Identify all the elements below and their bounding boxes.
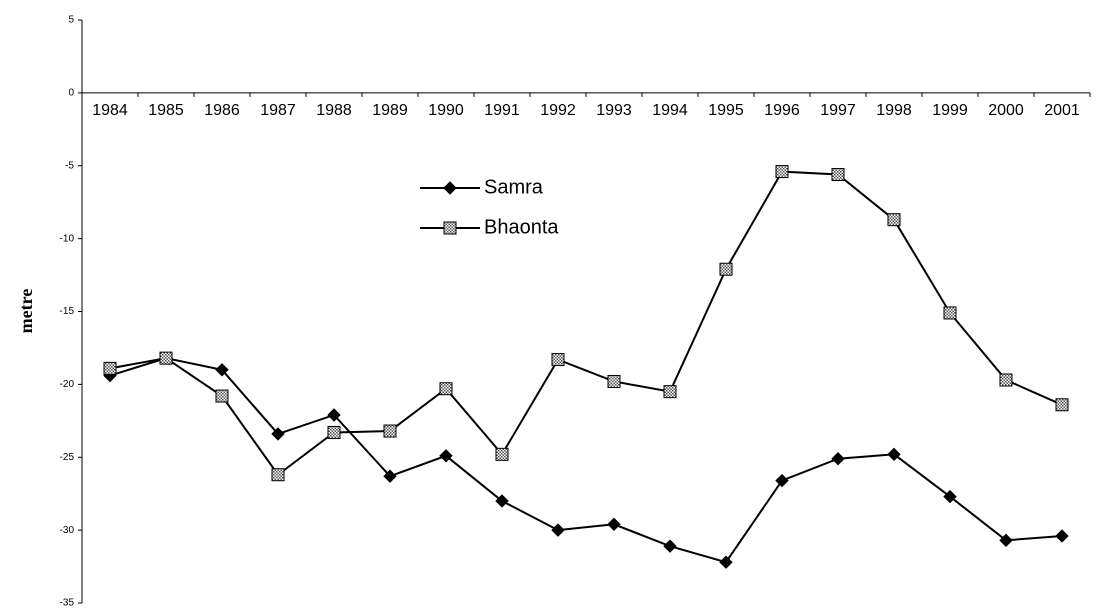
y-tick-label: -20 xyxy=(60,379,75,390)
x-tick-label: 1984 xyxy=(92,102,128,119)
point-marker xyxy=(831,167,845,181)
x-tick-label: 1990 xyxy=(428,102,464,119)
point-marker xyxy=(159,351,173,365)
point-marker xyxy=(887,447,901,462)
y-tick-label: -15 xyxy=(60,306,75,317)
y-tick-label: 5 xyxy=(68,15,74,26)
x-tick-label: 1994 xyxy=(652,102,688,119)
x-tick-label: 1992 xyxy=(540,102,576,119)
point-marker xyxy=(607,374,621,388)
point-marker xyxy=(327,408,341,422)
x-tick-label: 1988 xyxy=(316,102,352,119)
x-tick-label: 1997 xyxy=(820,102,856,119)
point-marker xyxy=(551,523,565,537)
point-marker xyxy=(943,306,957,320)
point-marker xyxy=(443,221,457,235)
x-tick-label: 2001 xyxy=(1044,102,1080,119)
point-marker xyxy=(495,447,509,461)
series-line xyxy=(109,170,1063,477)
point-marker xyxy=(327,425,341,439)
point-marker xyxy=(551,353,565,367)
legend-label: Samra xyxy=(484,176,544,198)
point-marker xyxy=(215,389,229,403)
y-tick-label: 0 xyxy=(68,88,74,99)
point-marker xyxy=(831,452,845,466)
x-tick-label: 1999 xyxy=(932,102,968,119)
x-tick-label: 1998 xyxy=(876,102,912,119)
y-tick-label: -10 xyxy=(60,233,75,244)
y-tick-label: -5 xyxy=(65,160,74,171)
point-marker xyxy=(495,494,509,508)
point-marker xyxy=(443,181,457,195)
point-marker xyxy=(383,424,397,438)
series-line xyxy=(109,357,1063,564)
x-tick-label: 1986 xyxy=(204,102,240,119)
point-marker xyxy=(887,213,901,227)
point-marker xyxy=(383,469,397,483)
point-marker xyxy=(1055,529,1069,543)
x-tick-label: 1995 xyxy=(708,102,744,119)
point-marker xyxy=(719,555,733,569)
point-marker xyxy=(775,165,789,179)
x-tick-label: 1996 xyxy=(764,102,800,119)
point-marker xyxy=(719,262,733,276)
point-marker xyxy=(271,427,285,441)
x-tick-label: 2000 xyxy=(988,102,1024,119)
legend-label: Bhaonta xyxy=(484,216,559,238)
x-tick-label: 1993 xyxy=(596,102,632,119)
y-tick-label: -30 xyxy=(60,525,75,536)
x-tick-label: 1989 xyxy=(372,102,408,119)
y-tick-label: -35 xyxy=(60,598,75,609)
point-marker xyxy=(943,489,957,504)
point-marker xyxy=(775,473,789,488)
point-marker xyxy=(439,449,453,463)
point-marker xyxy=(439,382,453,396)
point-marker xyxy=(103,361,117,375)
x-tick-label: 1991 xyxy=(484,102,520,119)
x-tick-label: 1985 xyxy=(148,102,184,119)
point-marker xyxy=(607,517,621,532)
y-tick-label: -25 xyxy=(60,452,75,463)
point-marker xyxy=(663,539,677,553)
point-marker xyxy=(999,533,1013,548)
point-marker xyxy=(1055,398,1069,412)
point-marker xyxy=(271,468,285,482)
point-marker xyxy=(999,373,1013,387)
point-marker xyxy=(215,363,229,377)
x-tick-label: 1987 xyxy=(260,102,296,119)
point-marker xyxy=(663,385,677,399)
y-axis-label: metre xyxy=(16,289,36,334)
